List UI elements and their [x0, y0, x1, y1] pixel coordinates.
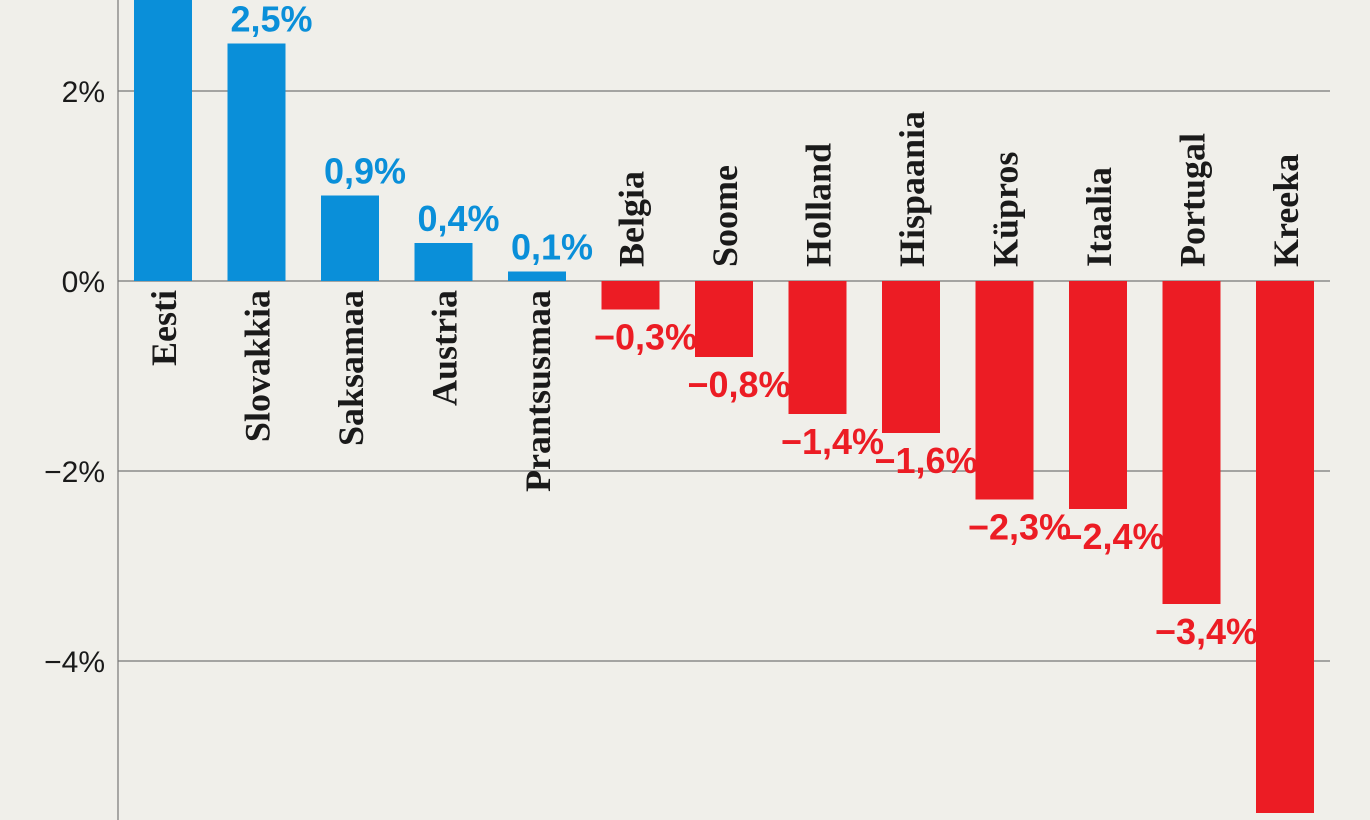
value-label: 0,4% — [417, 198, 499, 239]
category-label: Holland — [799, 143, 839, 267]
bar — [1256, 281, 1314, 813]
bar — [134, 0, 192, 281]
bar — [508, 271, 566, 281]
value-label: −3,4% — [1155, 611, 1258, 652]
value-label: −0,3% — [594, 317, 697, 358]
category-label: Eesti — [144, 290, 184, 366]
category-label: Itaalia — [1079, 167, 1119, 267]
grid-lines — [117, 0, 1330, 820]
value-label: −1,4% — [781, 421, 884, 462]
category-label: Belgia — [612, 171, 652, 267]
bar — [601, 281, 660, 310]
category-label: Küpros — [986, 152, 1026, 267]
bar — [695, 281, 753, 357]
category-label: Prantsusmaa — [518, 290, 558, 492]
bar — [882, 281, 940, 433]
value-labels: 2,5% 0,9% 0,4% 0,1% −0,3% −0,8% −1,4%−1,6% −2,3… — [230, 0, 1258, 652]
bar — [788, 281, 847, 414]
bar — [321, 195, 379, 281]
value-label: −2,3% — [968, 507, 1071, 548]
category-label: Kreeka — [1266, 154, 1306, 267]
y-axis-ticks: 2% 0% −2% −4% — [44, 76, 105, 679]
bar — [227, 43, 286, 281]
value-label: 0,1% — [511, 227, 593, 268]
bar — [1069, 281, 1127, 509]
value-label: −0,8% — [687, 364, 790, 405]
value-label: 2,5% — [230, 0, 312, 40]
bar — [1162, 281, 1221, 604]
category-label: Portugal — [1173, 133, 1213, 267]
category-label: Austria — [425, 290, 465, 406]
value-label: −1,6% — [874, 440, 977, 481]
bar — [414, 243, 473, 281]
y-tick-label: −4% — [44, 646, 105, 679]
bar — [975, 281, 1034, 500]
category-labels: Eesti Slovakkia Saksamaa Austria Prantsusmaa… — [144, 111, 1306, 492]
bars — [134, 0, 1314, 813]
category-label: Hispaania — [892, 111, 932, 267]
category-label: Slovakkia — [238, 290, 278, 442]
value-label: 0,9% — [324, 151, 406, 192]
category-label: Saksamaa — [331, 290, 371, 446]
category-label: Soome — [705, 165, 745, 267]
y-tick-label: 2% — [62, 76, 105, 109]
y-tick-label: −2% — [44, 456, 105, 489]
y-tick-label: 0% — [62, 266, 105, 299]
value-label: −2,4% — [1061, 516, 1164, 557]
